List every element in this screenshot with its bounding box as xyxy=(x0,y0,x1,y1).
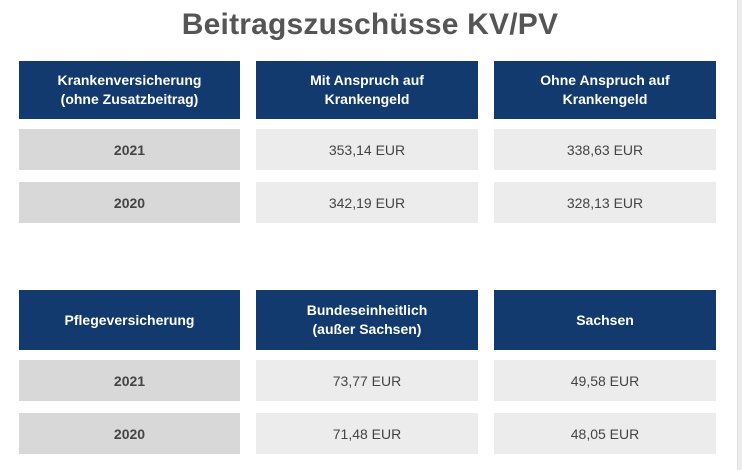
year-cell: 2020 xyxy=(19,182,240,223)
table-row: 2021 353,14 EUR 338,63 EUR xyxy=(19,129,716,170)
page-title: Beitragszuschüsse KV/PV xyxy=(181,8,559,41)
value-cell: 48,05 EUR xyxy=(494,413,716,454)
table-row: 2021 73,77 EUR 49,58 EUR xyxy=(19,360,716,401)
kv-header-with-sick-pay: Mit Anspruch auf Krankengeld xyxy=(256,61,478,119)
value-cell: 338,63 EUR xyxy=(494,129,716,170)
value-cell: 328,13 EUR xyxy=(494,182,716,223)
pv-header-federal: Bundeseinheitlich (außer Sachsen) xyxy=(256,290,478,350)
kv-header-without-sick-pay: Ohne Anspruch auf Krankengeld xyxy=(494,61,716,119)
year-cell: 2021 xyxy=(19,129,240,170)
value-cell: 71,48 EUR xyxy=(256,413,478,454)
scrollbar[interactable] xyxy=(737,0,742,470)
pv-header-saxony: Sachsen xyxy=(494,290,716,350)
table-row: 2020 71,48 EUR 48,05 EUR xyxy=(19,413,716,454)
value-cell: 49,58 EUR xyxy=(494,360,716,401)
pv-table: Pflegeversicherung Bundeseinheitlich (auß… xyxy=(19,290,716,466)
year-cell: 2020 xyxy=(19,413,240,454)
value-cell: 73,77 EUR xyxy=(256,360,478,401)
pv-header-insurance: Pflegeversicherung xyxy=(19,290,240,350)
value-cell: 342,19 EUR xyxy=(256,182,478,223)
year-cell: 2021 xyxy=(19,360,240,401)
table-row: 2020 342,19 EUR 328,13 EUR xyxy=(19,182,716,223)
pv-header-row: Pflegeversicherung Bundeseinheitlich (auß… xyxy=(19,290,716,350)
kv-header-insurance: Krankenversicherung (ohne Zusatzbeitrag) xyxy=(19,61,240,119)
kv-header-row: Krankenversicherung (ohne Zusatzbeitrag) … xyxy=(19,61,716,119)
kv-table: Krankenversicherung (ohne Zusatzbeitrag) … xyxy=(19,61,716,235)
value-cell: 353,14 EUR xyxy=(256,129,478,170)
